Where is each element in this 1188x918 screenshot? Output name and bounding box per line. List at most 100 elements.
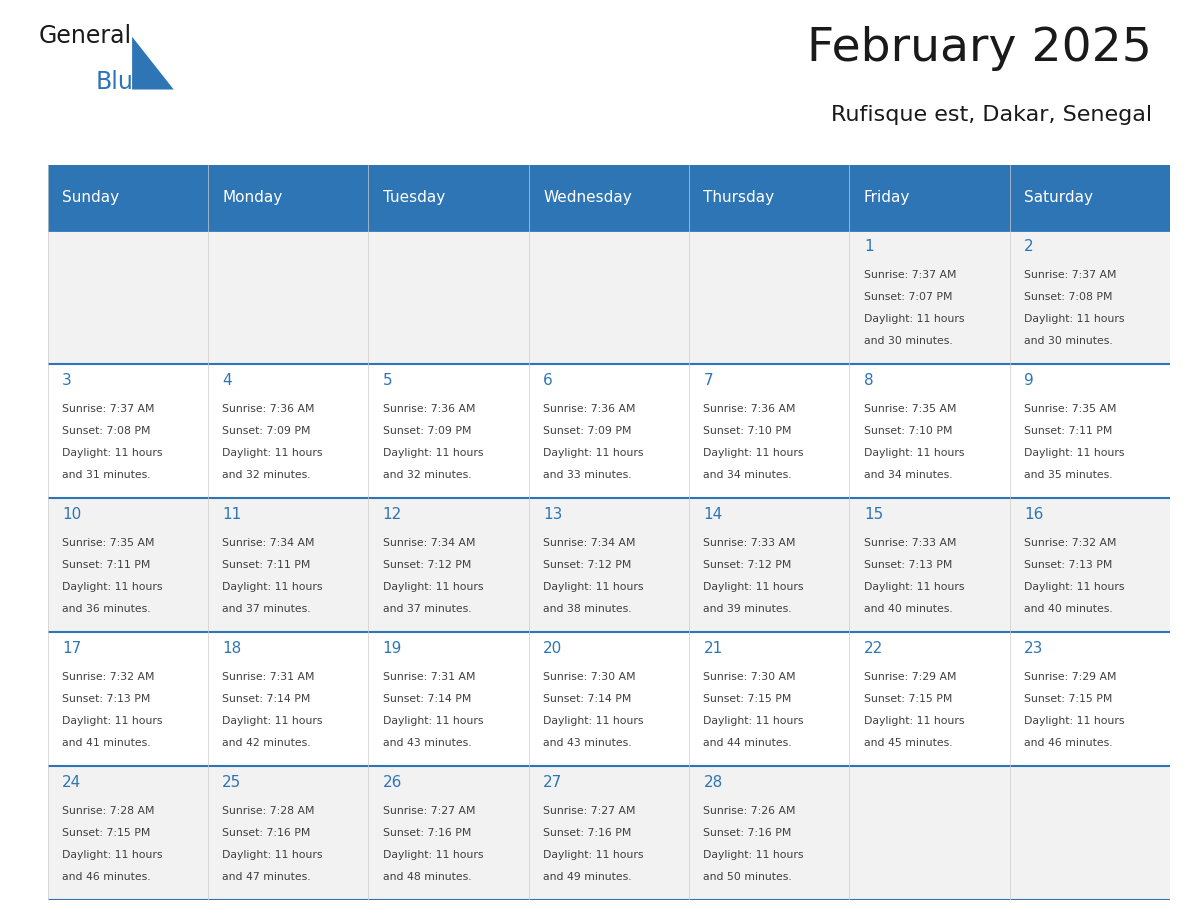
Text: Daylight: 11 hours: Daylight: 11 hours — [703, 582, 804, 592]
Bar — [48, 766, 208, 900]
Bar — [368, 766, 529, 900]
Text: Sunrise: 7:32 AM: Sunrise: 7:32 AM — [1024, 538, 1117, 548]
Text: Wednesday: Wednesday — [543, 190, 632, 205]
Text: and 41 minutes.: and 41 minutes. — [62, 738, 151, 748]
Bar — [368, 165, 529, 230]
Bar — [48, 498, 208, 632]
Text: 18: 18 — [222, 641, 241, 656]
Text: Daylight: 11 hours: Daylight: 11 hours — [543, 850, 644, 860]
Text: Sunrise: 7:27 AM: Sunrise: 7:27 AM — [543, 806, 636, 816]
Text: 16: 16 — [1024, 507, 1043, 522]
Bar — [849, 165, 1010, 230]
Text: and 50 minutes.: and 50 minutes. — [703, 872, 792, 882]
Text: 25: 25 — [222, 775, 241, 790]
Text: Sunset: 7:09 PM: Sunset: 7:09 PM — [543, 426, 632, 436]
Text: Daylight: 11 hours: Daylight: 11 hours — [62, 448, 163, 458]
Bar — [208, 498, 368, 632]
Bar — [48, 165, 208, 230]
Bar — [849, 364, 1010, 498]
Text: Daylight: 11 hours: Daylight: 11 hours — [1024, 716, 1125, 726]
Text: Sunset: 7:16 PM: Sunset: 7:16 PM — [543, 828, 632, 838]
Text: Sunset: 7:13 PM: Sunset: 7:13 PM — [62, 694, 151, 704]
Bar — [1010, 632, 1170, 766]
Bar — [689, 165, 849, 230]
Text: Daylight: 11 hours: Daylight: 11 hours — [703, 716, 804, 726]
Text: Sunrise: 7:33 AM: Sunrise: 7:33 AM — [703, 538, 796, 548]
Bar — [48, 230, 208, 364]
Text: and 46 minutes.: and 46 minutes. — [1024, 738, 1113, 748]
Text: and 39 minutes.: and 39 minutes. — [703, 604, 792, 614]
Text: 7: 7 — [703, 373, 713, 388]
Text: Daylight: 11 hours: Daylight: 11 hours — [1024, 448, 1125, 458]
Bar — [529, 230, 689, 364]
Text: Sunrise: 7:28 AM: Sunrise: 7:28 AM — [62, 806, 154, 816]
Text: 10: 10 — [62, 507, 81, 522]
Text: Daylight: 11 hours: Daylight: 11 hours — [222, 850, 323, 860]
Text: and 33 minutes.: and 33 minutes. — [543, 470, 632, 480]
Text: Sunset: 7:16 PM: Sunset: 7:16 PM — [383, 828, 472, 838]
Text: Sunday: Sunday — [62, 190, 119, 205]
Text: Sunrise: 7:36 AM: Sunrise: 7:36 AM — [543, 404, 636, 414]
Text: Tuesday: Tuesday — [383, 190, 446, 205]
Text: Daylight: 11 hours: Daylight: 11 hours — [864, 448, 965, 458]
Text: Daylight: 11 hours: Daylight: 11 hours — [62, 850, 163, 860]
Bar — [529, 498, 689, 632]
Text: Sunset: 7:08 PM: Sunset: 7:08 PM — [62, 426, 151, 436]
Text: Sunset: 7:16 PM: Sunset: 7:16 PM — [222, 828, 311, 838]
Text: Sunset: 7:12 PM: Sunset: 7:12 PM — [543, 560, 632, 570]
Bar — [368, 230, 529, 364]
Bar — [208, 364, 368, 498]
Text: Sunrise: 7:26 AM: Sunrise: 7:26 AM — [703, 806, 796, 816]
Text: Sunset: 7:15 PM: Sunset: 7:15 PM — [703, 694, 792, 704]
Text: Sunrise: 7:29 AM: Sunrise: 7:29 AM — [1024, 672, 1117, 682]
Text: Sunrise: 7:30 AM: Sunrise: 7:30 AM — [703, 672, 796, 682]
Text: General: General — [39, 24, 132, 48]
Bar — [208, 230, 368, 364]
Text: Sunrise: 7:37 AM: Sunrise: 7:37 AM — [1024, 270, 1117, 280]
Text: Daylight: 11 hours: Daylight: 11 hours — [1024, 582, 1125, 592]
Bar — [849, 766, 1010, 900]
Text: Sunset: 7:12 PM: Sunset: 7:12 PM — [703, 560, 792, 570]
Text: Sunset: 7:13 PM: Sunset: 7:13 PM — [1024, 560, 1113, 570]
Text: and 36 minutes.: and 36 minutes. — [62, 604, 151, 614]
Text: 9: 9 — [1024, 373, 1034, 388]
Bar — [529, 165, 689, 230]
Text: Daylight: 11 hours: Daylight: 11 hours — [222, 716, 323, 726]
Text: Sunset: 7:07 PM: Sunset: 7:07 PM — [864, 292, 953, 302]
Bar — [849, 230, 1010, 364]
Text: Sunrise: 7:28 AM: Sunrise: 7:28 AM — [222, 806, 315, 816]
Bar — [849, 632, 1010, 766]
Bar — [208, 165, 368, 230]
Bar — [208, 632, 368, 766]
Text: Sunrise: 7:34 AM: Sunrise: 7:34 AM — [222, 538, 315, 548]
Text: Sunrise: 7:35 AM: Sunrise: 7:35 AM — [1024, 404, 1117, 414]
Text: 2: 2 — [1024, 239, 1034, 254]
Text: Sunset: 7:11 PM: Sunset: 7:11 PM — [222, 560, 311, 570]
Text: and 45 minutes.: and 45 minutes. — [864, 738, 953, 748]
Text: Sunset: 7:10 PM: Sunset: 7:10 PM — [703, 426, 792, 436]
Bar — [368, 632, 529, 766]
Text: and 49 minutes.: and 49 minutes. — [543, 872, 632, 882]
Bar — [368, 498, 529, 632]
Bar — [529, 766, 689, 900]
Text: and 43 minutes.: and 43 minutes. — [383, 738, 472, 748]
Text: 1: 1 — [864, 239, 873, 254]
Text: Sunset: 7:14 PM: Sunset: 7:14 PM — [383, 694, 472, 704]
Text: Sunset: 7:11 PM: Sunset: 7:11 PM — [1024, 426, 1113, 436]
Text: and 42 minutes.: and 42 minutes. — [222, 738, 311, 748]
Text: Sunrise: 7:27 AM: Sunrise: 7:27 AM — [383, 806, 475, 816]
Text: 4: 4 — [222, 373, 232, 388]
Bar — [48, 364, 208, 498]
Text: 23: 23 — [1024, 641, 1043, 656]
Text: Sunset: 7:09 PM: Sunset: 7:09 PM — [222, 426, 311, 436]
Bar — [689, 230, 849, 364]
Text: February 2025: February 2025 — [808, 26, 1152, 71]
Text: Daylight: 11 hours: Daylight: 11 hours — [62, 716, 163, 726]
Bar — [48, 632, 208, 766]
Text: and 34 minutes.: and 34 minutes. — [703, 470, 792, 480]
Text: Daylight: 11 hours: Daylight: 11 hours — [62, 582, 163, 592]
Text: Daylight: 11 hours: Daylight: 11 hours — [703, 850, 804, 860]
Bar — [849, 498, 1010, 632]
Text: Daylight: 11 hours: Daylight: 11 hours — [543, 582, 644, 592]
Text: Daylight: 11 hours: Daylight: 11 hours — [864, 716, 965, 726]
